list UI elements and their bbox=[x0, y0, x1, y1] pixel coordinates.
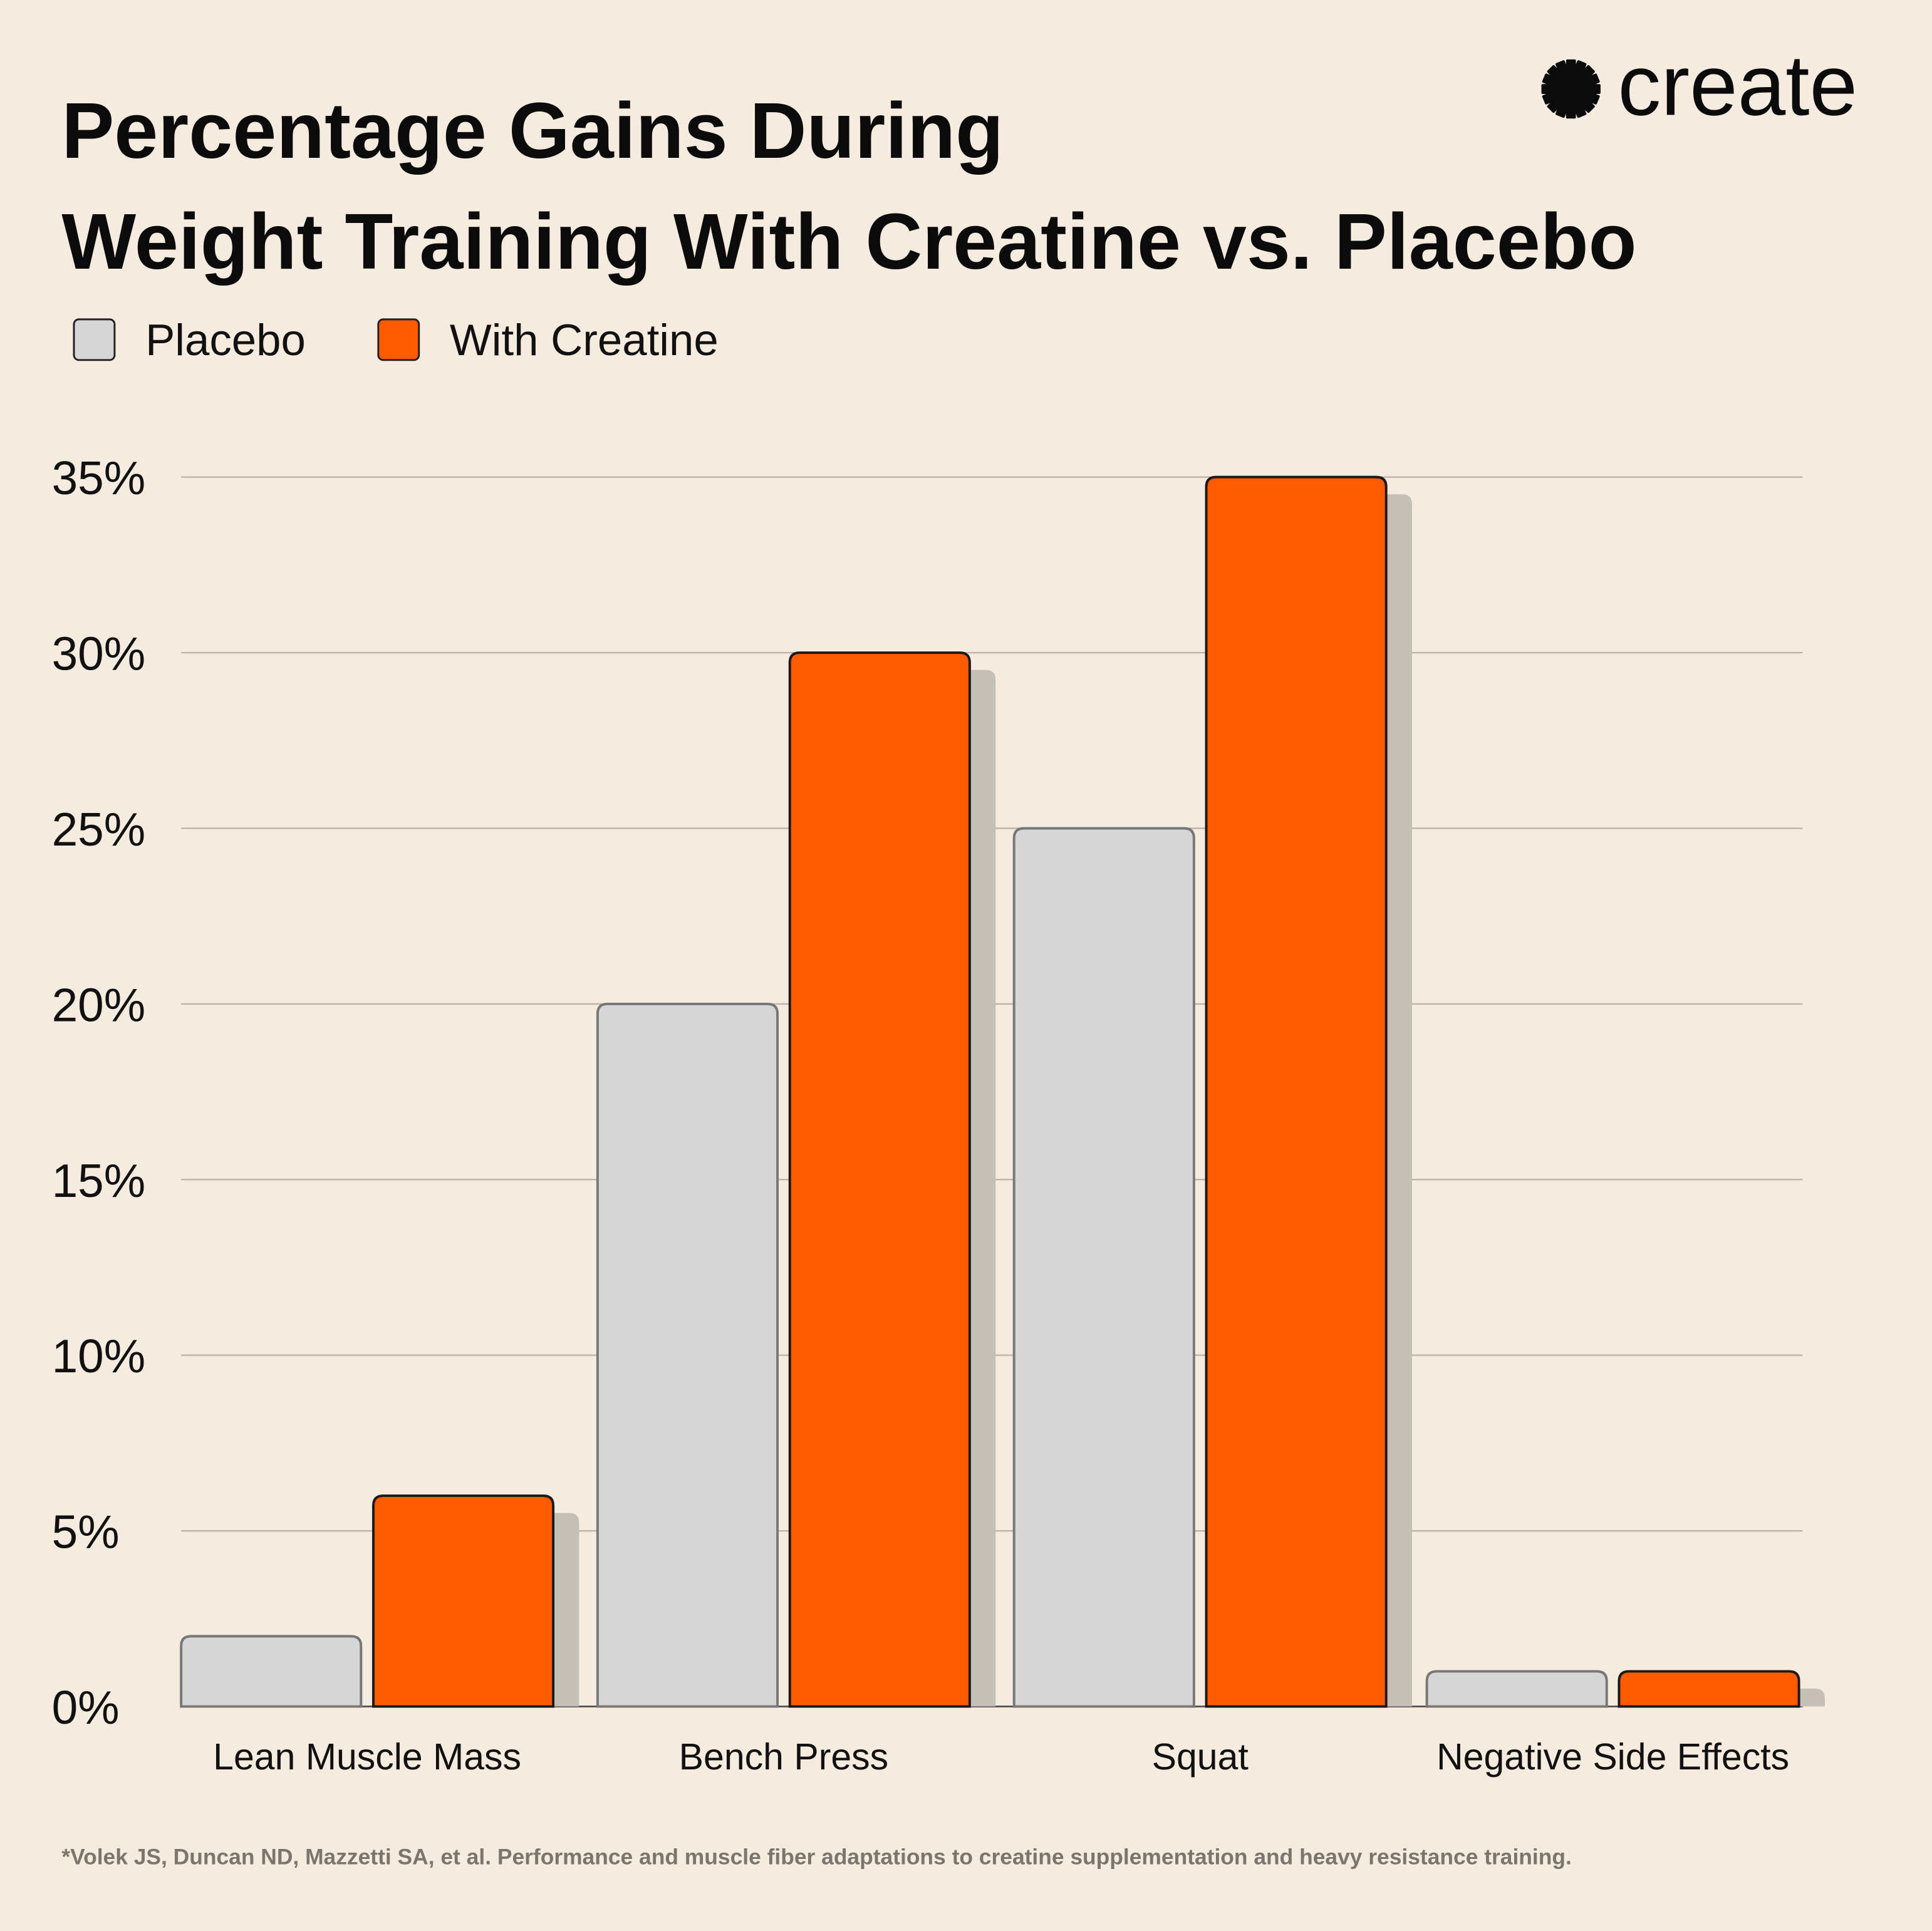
bar-creatine bbox=[1618, 1670, 1800, 1708]
y-axis-ticks: 0% 5% 10% 15% 20% 25% 30% 35% bbox=[52, 452, 146, 1734]
footnote: *Volek JS, Duncan ND, Mazzetti SA, et al… bbox=[61, 1844, 1572, 1869]
y-tick-label: 35% bbox=[52, 452, 146, 504]
legend-label-placebo: Placebo bbox=[145, 316, 306, 365]
y-tick-label: 10% bbox=[52, 1330, 146, 1382]
asterisk-burst-icon bbox=[1541, 59, 1601, 119]
y-tick-label: 20% bbox=[52, 978, 146, 1031]
legend: Placebo With Creatine bbox=[73, 316, 719, 365]
x-category-label: Bench Press bbox=[679, 1736, 889, 1778]
y-tick-label: 5% bbox=[52, 1506, 120, 1558]
x-category-label: Negative Side Effects bbox=[1436, 1736, 1789, 1778]
x-category-label: Squat bbox=[1152, 1736, 1249, 1778]
legend-swatch-placebo bbox=[73, 318, 116, 361]
chart-title-line-2: Weight Training With Creatine vs. Placeb… bbox=[61, 197, 1636, 286]
bar-placebo bbox=[180, 1635, 363, 1708]
y-tick-label: 30% bbox=[52, 628, 146, 680]
y-tick-label: 25% bbox=[52, 803, 146, 856]
x-category-label: Lean Muscle Mass bbox=[213, 1736, 521, 1778]
x-axis-categories: Lean Muscle Mass Bench Press Squat Negative… bbox=[213, 1736, 1789, 1778]
logo: create bbox=[1541, 37, 1857, 133]
y-tick-label: 0% bbox=[52, 1681, 120, 1734]
bar-creatine bbox=[1205, 475, 1388, 1708]
bar-creatine bbox=[788, 651, 971, 1708]
y-tick-label: 15% bbox=[52, 1154, 146, 1207]
bars bbox=[180, 475, 1825, 1708]
legend-label-creatine: With Creatine bbox=[450, 316, 719, 365]
legend-swatch-creatine bbox=[377, 318, 420, 361]
chart-title-line-1: Percentage Gains During bbox=[61, 86, 1004, 175]
bar-placebo bbox=[596, 1002, 779, 1708]
bar-placebo bbox=[1425, 1670, 1608, 1708]
bar-creatine bbox=[371, 1494, 555, 1708]
bar-placebo bbox=[1012, 827, 1195, 1708]
logo-text: create bbox=[1618, 37, 1857, 133]
